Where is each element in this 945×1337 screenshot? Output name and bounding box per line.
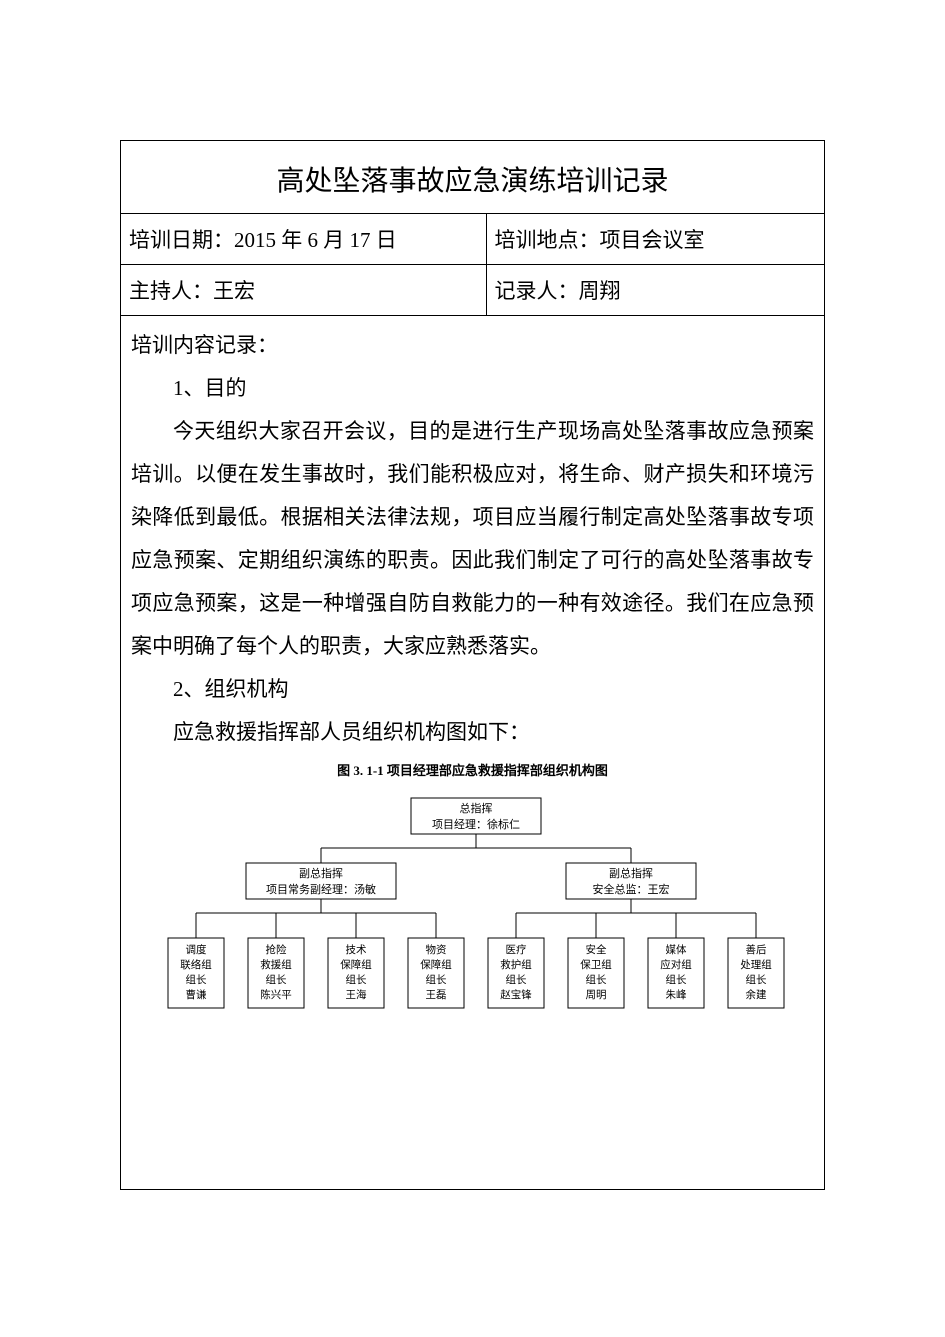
document-frame: 高处坠落事故应急演练培训记录 培训日期：2015 年 6 月 17 日 培训地点…	[120, 140, 825, 1190]
leaf-5: 安全 保卫组 组长 周明	[568, 938, 624, 1008]
svg-text:余建: 余建	[746, 988, 767, 1001]
document-title: 高处坠落事故应急演练培训记录	[121, 159, 824, 214]
svg-text:救护组: 救护组	[500, 958, 532, 971]
org-chart-container: 图 3. 1-1 项目经理部应急救援指挥部组织机构图 总指挥 项目经理：徐标仁 …	[131, 754, 814, 1033]
content-body: 培训内容记录： 1、目的 今天组织大家召开会议，目的是进行生产现场高处坠落事故应…	[121, 316, 824, 1041]
svg-text:组长: 组长	[186, 973, 207, 986]
section-2-heading: 2、组织机构	[131, 668, 814, 711]
svg-text:组长: 组长	[266, 973, 287, 986]
svg-text:处理组: 处理组	[740, 958, 772, 971]
training-location: 培训地点：项目会议室	[487, 214, 824, 264]
leaf-3: 物资 保障组 组长 王磊	[408, 938, 464, 1008]
leaf-4: 医疗 救护组 组长 赵宝锋	[488, 938, 544, 1008]
svg-text:联络组: 联络组	[180, 958, 212, 971]
svg-text:组长: 组长	[586, 973, 607, 986]
svg-text:医疗: 医疗	[506, 943, 527, 956]
svg-text:曹谦: 曹谦	[186, 988, 207, 1001]
mid1-line2: 安全总监：王宏	[593, 882, 670, 896]
svg-text:陈兴平: 陈兴平	[260, 988, 292, 1001]
svg-text:赵宝锋: 赵宝锋	[500, 988, 532, 1001]
svg-text:抢险: 抢险	[266, 943, 287, 956]
training-date: 培训日期：2015 年 6 月 17 日	[121, 214, 487, 264]
leaf-6: 媒体 应对组 组长 朱峰	[648, 938, 704, 1008]
svg-text:救援组: 救援组	[260, 958, 292, 971]
mid1-line1: 副总指挥	[609, 866, 653, 880]
svg-text:王磊: 王磊	[426, 989, 447, 1001]
leaf-2: 技术 保障组 组长 王海	[328, 938, 384, 1008]
info-row-2: 主持人：王宏 记录人：周翔	[121, 265, 824, 316]
root-line2: 项目经理：徐标仁	[432, 817, 520, 831]
section-1-heading: 1、目的	[131, 367, 814, 410]
svg-text:技术: 技术	[346, 943, 367, 956]
svg-text:物资: 物资	[426, 943, 447, 956]
svg-text:保卫组: 保卫组	[580, 958, 612, 971]
svg-text:善后: 善后	[746, 943, 767, 956]
svg-text:朱峰: 朱峰	[666, 989, 687, 1001]
leaf-7: 善后 处理组 组长 余建	[728, 938, 784, 1008]
host-person: 主持人：王宏	[121, 265, 487, 315]
svg-text:王海: 王海	[346, 988, 367, 1001]
svg-text:安全: 安全	[586, 943, 607, 956]
svg-text:调度: 调度	[186, 943, 207, 956]
svg-text:应对组: 应对组	[660, 958, 692, 971]
svg-text:组长: 组长	[666, 973, 687, 986]
svg-text:组长: 组长	[506, 973, 527, 986]
svg-text:保障组: 保障组	[420, 958, 452, 971]
leaf-1: 抢险 救援组 组长 陈兴平	[248, 938, 304, 1008]
root-line1: 总指挥	[460, 801, 493, 815]
svg-text:组长: 组长	[746, 973, 767, 986]
section-2-body: 应急救援指挥部人员组织机构图如下：	[131, 711, 814, 754]
content-header: 培训内容记录：	[131, 324, 814, 367]
mid0-line1: 副总指挥	[299, 866, 343, 880]
recorder-person: 记录人：周翔	[487, 265, 824, 315]
org-chart-svg: 总指挥 项目经理：徐标仁 副总指挥 项目常务副经理：汤敏 副总指挥 安全总监：王…	[146, 793, 806, 1033]
svg-text:媒体: 媒体	[666, 943, 687, 956]
leaf-0: 调度 联络组 组长 曹谦	[168, 938, 224, 1008]
mid0-line2: 项目常务副经理：汤敏	[266, 882, 376, 896]
info-row-1: 培训日期：2015 年 6 月 17 日 培训地点：项目会议室	[121, 214, 824, 265]
section-1-body: 今天组织大家召开会议，目的是进行生产现场高处坠落事故应急预案培训。以便在发生事故…	[131, 410, 814, 668]
org-chart-title: 图 3. 1-1 项目经理部应急救援指挥部组织机构图	[146, 758, 799, 785]
svg-text:保障组: 保障组	[340, 958, 372, 971]
svg-text:周明: 周明	[586, 989, 607, 1001]
svg-text:组长: 组长	[346, 973, 367, 986]
svg-text:组长: 组长	[426, 973, 447, 986]
